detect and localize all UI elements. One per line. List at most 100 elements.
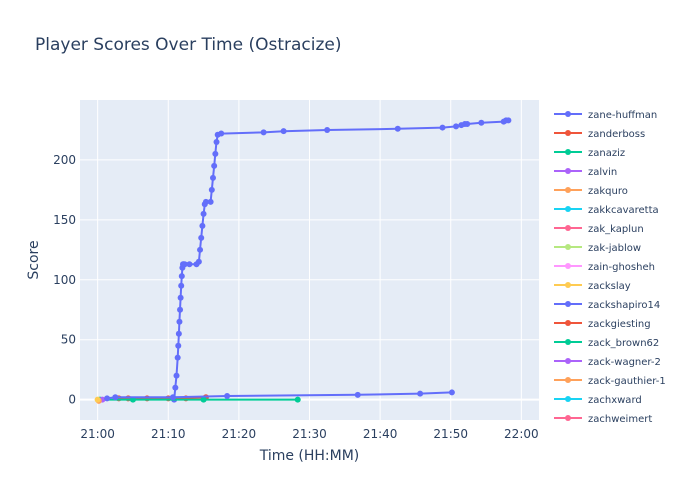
legend-label: zanaziz [588,148,625,159]
data-point [175,330,182,337]
data-point [112,394,119,401]
x-tick-label: 21:40 [363,427,398,441]
legend-item[interactable]: zackgiesting [554,319,651,330]
data-point [181,261,188,268]
data-point [169,394,176,401]
series-group [94,117,512,404]
legend-marker [565,149,571,155]
data-point [186,261,193,268]
legend-marker [565,396,571,402]
y-tick-label: 150 [53,213,76,227]
data-point [478,119,485,126]
legend-item[interactable]: zackslay [554,281,631,292]
x-tick-label: 21:10 [151,427,186,441]
data-point [202,198,209,205]
legend-item[interactable]: zane-huffman [554,110,657,121]
y-tick-label: 50 [61,333,76,347]
legend-item[interactable]: zanaziz [554,148,625,159]
legend-marker [565,415,571,421]
data-point [177,306,184,313]
data-point [448,389,455,396]
legend-marker [565,339,571,345]
legend-marker [565,244,571,250]
data-point [200,396,207,403]
data-point [280,128,287,135]
data-point [324,126,331,133]
data-point [209,174,216,181]
data-point [453,123,460,130]
legend-label: zakquro [588,186,628,197]
legend-marker [565,206,571,212]
data-point [104,395,111,402]
legend-label: zak-jablow [588,243,641,254]
legend-item[interactable]: zalvin [554,167,617,178]
data-point [394,125,401,132]
data-point [172,384,179,391]
legend-item[interactable]: zak_kaplun [554,224,644,235]
series-zackslay [94,396,101,403]
legend-marker [565,263,571,269]
legend-marker [565,282,571,288]
legend-label: zackshapiro14 [588,300,660,311]
legend[interactable]: zane-huffman zanderboss zanaziz zalvin zakqu… [554,110,666,425]
legend-label: zackslay [588,281,631,292]
data-point [198,234,205,241]
data-point [94,396,101,403]
legend-marker [565,111,571,117]
x-axis-label: Time (HH:MM) [259,448,360,464]
y-tick-label: 200 [53,153,76,167]
legend-marker [565,130,571,136]
x-tick-labels: 21:00 21:10 21:20 21:30 21:40 21:50 22:00 [80,427,538,441]
legend-item[interactable]: zack_brown62 [554,338,659,349]
data-point [439,124,446,131]
legend-label: zanderboss [588,129,645,140]
x-tick-label: 21:30 [292,427,327,441]
legend-label: zakkcavaretta [588,205,659,216]
data-point [354,391,361,398]
data-point [177,294,184,301]
data-point [218,130,225,137]
data-point [208,186,215,193]
legend-label: zachweimert [588,414,652,425]
legend-item[interactable]: zack-gauthier-1 [554,376,666,387]
legend-marker [565,377,571,383]
chart-title: Player Scores Over Time (Ostracize) [35,35,342,55]
legend-item[interactable]: zakkcavaretta [554,205,659,216]
y-tick-label: 100 [53,273,76,287]
legend-item[interactable]: zack-wagner-2 [554,357,661,368]
data-point [213,138,220,145]
data-point [199,222,206,229]
legend-label: zane-huffman [588,110,657,121]
legend-item[interactable]: zackshapiro14 [554,300,660,311]
series-zackshapiro14 [104,389,455,402]
x-tick-label: 21:50 [433,427,468,441]
data-point [505,117,512,124]
legend-marker [565,301,571,307]
y-axis-label: Score [26,240,42,279]
x-tick-label: 21:00 [80,427,115,441]
data-point [173,372,180,379]
data-point [200,210,207,217]
x-tick-label: 21:20 [222,427,257,441]
data-point [178,282,185,289]
legend-marker [565,168,571,174]
data-point [207,198,214,205]
legend-item[interactable]: zachweimert [554,414,652,425]
data-point [260,129,267,136]
legend-label: zalvin [588,167,617,178]
legend-label: zachxward [588,395,642,406]
legend-label: zackgiesting [588,319,651,330]
legend-marker [565,225,571,231]
data-point [212,150,219,157]
legend-item[interactable]: zak-jablow [554,243,641,254]
legend-item[interactable]: zanderboss [554,129,645,140]
legend-label: zack-wagner-2 [588,357,661,368]
y-tick-labels: 0 50 100 150 200 [53,153,76,407]
legend-item[interactable]: zakquro [554,186,628,197]
data-point [224,393,231,400]
legend-item[interactable]: zain-ghosheh [554,262,655,273]
data-point [211,162,218,169]
legend-label: zain-ghosheh [588,262,655,273]
legend-label: zak_kaplun [588,224,644,235]
legend-item[interactable]: zachxward [554,395,642,406]
